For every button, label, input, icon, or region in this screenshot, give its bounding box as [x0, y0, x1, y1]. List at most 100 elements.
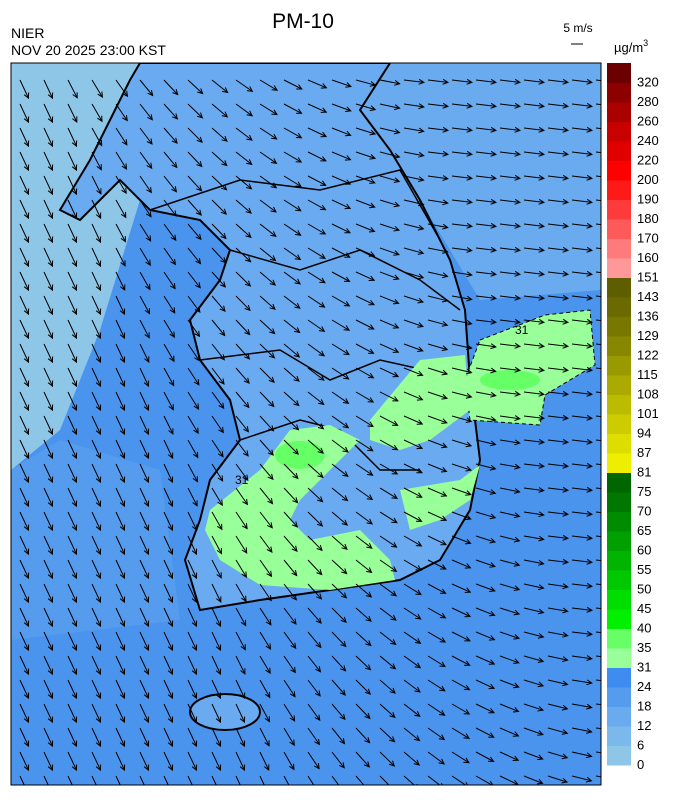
wind-arrow: [67, 79, 78, 99]
wind-arrow: [115, 727, 126, 748]
wind-arrow: [163, 343, 175, 363]
wind-arrow: [403, 775, 418, 785]
wind-arrow: [187, 223, 202, 241]
wind-arrow: [451, 607, 472, 618]
wind-arrow: [475, 391, 497, 398]
wind-arrow: [283, 487, 299, 504]
wind-arrow: [43, 103, 54, 124]
wind-arrow: [187, 127, 203, 143]
wind-arrow: [163, 511, 174, 532]
wind-arrow: [379, 583, 398, 597]
wind-arrow: [67, 583, 78, 604]
wind-arrow: [475, 270, 498, 277]
wind-arrow: [379, 703, 396, 719]
wind-arrow: [139, 103, 153, 121]
wind-arrow: [379, 775, 393, 785]
wind-arrow: [475, 222, 498, 229]
wind-arrow: [355, 103, 377, 112]
wind-arrow: [139, 559, 150, 580]
wind-arrow: [283, 727, 295, 747]
wind-arrow: [211, 175, 228, 191]
wind-arrow: [307, 127, 328, 138]
wind-arrow: [523, 78, 546, 85]
wind-arrow: [67, 727, 78, 748]
wind-arrow: [235, 751, 246, 772]
wind-arrow: [523, 679, 545, 688]
wind-arrow: [19, 607, 30, 628]
colorbar-label: 220: [637, 153, 659, 168]
wind-arrow: [451, 367, 473, 375]
wind-arrow: [355, 463, 374, 476]
wind-arrow: [307, 487, 324, 503]
wind-arrow: [451, 343, 473, 351]
wind-arrow: [67, 559, 78, 580]
colorbar-cell: [607, 297, 631, 317]
wind-arrow: [91, 175, 102, 195]
colorbar-cell: [607, 355, 631, 376]
wind-arrow: [235, 343, 251, 360]
wind-arrow: [43, 295, 54, 316]
wind-arrow: [91, 151, 102, 171]
wind-arrow: [235, 703, 246, 724]
wind-arrow: [451, 487, 472, 496]
colorbar-cell: [607, 511, 631, 532]
wind-arrow: [211, 535, 223, 555]
wind-arrow: [547, 727, 569, 735]
wind-arrow: [163, 607, 174, 628]
colorbar-cell: [607, 258, 631, 278]
wind-arrow: [139, 199, 152, 218]
wind-arrow: [595, 199, 601, 202]
wind-arrow: [211, 295, 226, 313]
wind-arrow: [259, 199, 277, 213]
wind-arrow: [259, 127, 278, 140]
wind-arrow: [139, 727, 150, 748]
wind-arrow: [91, 607, 102, 628]
contour-label: 31: [515, 323, 529, 337]
wind-arrow: [91, 727, 102, 748]
unit-base: µg/m: [614, 40, 643, 55]
wind-arrow: [475, 246, 498, 253]
wind-arrow: [331, 679, 346, 696]
wind-arrow: [19, 223, 30, 244]
wind-arrow: [19, 511, 30, 532]
wind-arrow: [499, 463, 521, 470]
wind-arrow: [259, 751, 270, 772]
wind-arrow: [43, 511, 54, 532]
wind-arrow: [67, 295, 78, 316]
wind-arrow: [259, 607, 272, 626]
wind-arrow: [139, 535, 150, 556]
wind-arrow: [235, 151, 253, 166]
wind-arrow: [211, 703, 222, 724]
wind-arrow: [115, 127, 128, 146]
wind-arrow: [163, 271, 176, 290]
map: 31 31: [11, 63, 601, 785]
mid-sea-sw: [11, 440, 180, 640]
wind-arrow: [403, 439, 424, 450]
wind-arrow: [451, 631, 471, 642]
wind-arrow: [355, 343, 375, 354]
wind-arrow: [163, 583, 174, 604]
wind-arrow: [19, 559, 30, 580]
wind-arrow: [451, 439, 473, 448]
wind-arrow: [67, 751, 78, 772]
wind-arrow: [91, 487, 102, 508]
pm-area: [370, 355, 470, 450]
wind-arrow: [523, 631, 545, 639]
wind-arrow: [43, 703, 54, 724]
wind-arrow: [403, 511, 423, 523]
wind-arrow: [355, 319, 375, 330]
wind-arrow: [283, 559, 298, 577]
wind-arrow: [379, 439, 399, 451]
wind-arrow: [427, 703, 446, 716]
wind-arrow: [91, 79, 103, 99]
wind-arrow: [259, 463, 274, 481]
colorbar-label: 143: [637, 289, 659, 304]
wind-arrow: [451, 655, 471, 666]
colorbar-cell: [607, 160, 631, 181]
wind-arrow: [163, 103, 179, 120]
wind-arrow: [187, 79, 204, 95]
wind-arrow: [427, 223, 449, 230]
wind-arrow: [43, 487, 54, 508]
wind-arrow: [475, 679, 496, 690]
wind-arrow: [331, 391, 350, 404]
